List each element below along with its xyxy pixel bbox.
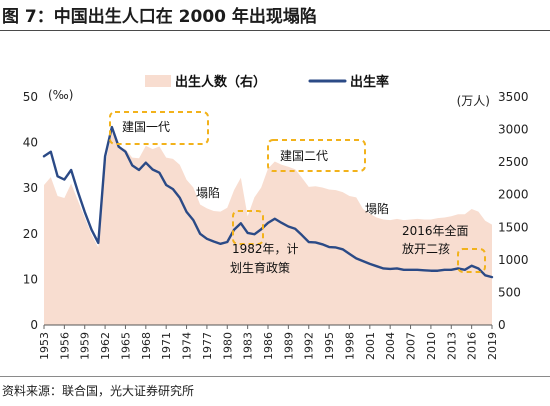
right-axis-tick: 1000 <box>498 253 529 267</box>
x-axis-tick-label: 1983 <box>242 332 255 360</box>
annotation-box-1982 <box>232 210 264 245</box>
right-axis-tick: 1500 <box>498 220 529 234</box>
x-axis-tick-label: 1998 <box>343 332 356 360</box>
title-rule <box>0 30 550 31</box>
right-axis-tick: 3500 <box>498 90 529 104</box>
right-axis-tick: 3000 <box>498 123 529 137</box>
annotation-1982-line2: 划生育政策 <box>230 260 290 275</box>
x-axis-tick-label: 1992 <box>303 332 316 360</box>
x-axis-tick-label: 1959 <box>79 332 92 360</box>
legend-swatch-area <box>145 75 171 87</box>
right-axis-tick: 0 <box>498 318 506 332</box>
annotation-collapse-1: 塌陷 <box>196 185 220 200</box>
x-axis-tick-label: 1980 <box>221 332 234 360</box>
x-axis-tick-label: 2001 <box>364 332 377 360</box>
annotation-2016-line2: 放开二孩 <box>402 241 450 256</box>
birth-rate-line <box>42 125 494 279</box>
x-axis-tick-label: 1986 <box>262 332 275 360</box>
left-axis-tick: 20 <box>23 227 38 241</box>
annotation-box-jianguo-erdai <box>267 139 366 172</box>
x-axis-tick-label: 1977 <box>201 332 214 360</box>
annotation-jianguo-yidai: 建国一代 <box>122 120 170 134</box>
right-axis-tick: 2000 <box>498 188 529 202</box>
births-area <box>44 132 492 325</box>
legend-label-area: 出生人数（右） <box>175 74 266 90</box>
right-axis-tick: 2500 <box>498 155 529 169</box>
annotation-box-2016 <box>457 248 486 273</box>
annotation-collapse-2: 塌陷 <box>365 201 389 216</box>
left-axis-tick: 30 <box>23 181 38 195</box>
left-axis-tick: 50 <box>23 90 38 104</box>
x-axis-tick-label: 2010 <box>425 332 438 360</box>
left-axis-tick: 0 <box>30 318 38 332</box>
x-axis-tick-label: 2007 <box>405 332 418 360</box>
annotation-1982-line1: 1982年，计 <box>232 242 299 256</box>
annotation-2016-line1: 2016年全面 <box>402 223 469 238</box>
annotation-jianguo-erdai: 建国二代 <box>280 149 328 163</box>
x-axis-tick-label: 2019 <box>486 332 499 360</box>
x-axis-tick-label: 1962 <box>99 332 112 360</box>
legend-label-line: 出生率 <box>350 74 389 90</box>
x-axis-tick-label: 1974 <box>181 332 194 360</box>
x-axis-tick-label: 1971 <box>160 332 173 360</box>
chart-source: 资料来源：联合国，光大证券研究所 <box>2 384 195 398</box>
right-axis-tick: 500 <box>498 285 521 299</box>
source-rule <box>0 376 550 377</box>
x-axis-tick-label: 1968 <box>140 332 153 360</box>
x-axis-tick-label: 1989 <box>282 332 295 360</box>
left-axis-tick: 40 <box>23 136 38 150</box>
chart-title: 图 7：中国出生人口在 2000 年出现塌陷 <box>2 7 317 27</box>
left-axis-tick: 10 <box>23 272 38 286</box>
left-axis-unit: (‰) <box>48 88 73 102</box>
x-axis-tick-label: 2016 <box>466 332 479 360</box>
x-axis-tick-label: 2013 <box>445 332 458 360</box>
x-axis-tick-label: 2004 <box>384 332 397 360</box>
title-bar: 图 7：中国出生人口在 2000 年出现塌陷 <box>0 0 550 31</box>
x-axis-tick-label: 1953 <box>38 332 51 360</box>
right-axis-unit: (万人) <box>457 94 490 108</box>
area-group <box>44 132 492 325</box>
x-axis-tick-label: 1995 <box>323 332 336 360</box>
x-axis-tick-label: 1956 <box>58 332 71 360</box>
x-axis-tick-label: 1965 <box>119 332 132 360</box>
